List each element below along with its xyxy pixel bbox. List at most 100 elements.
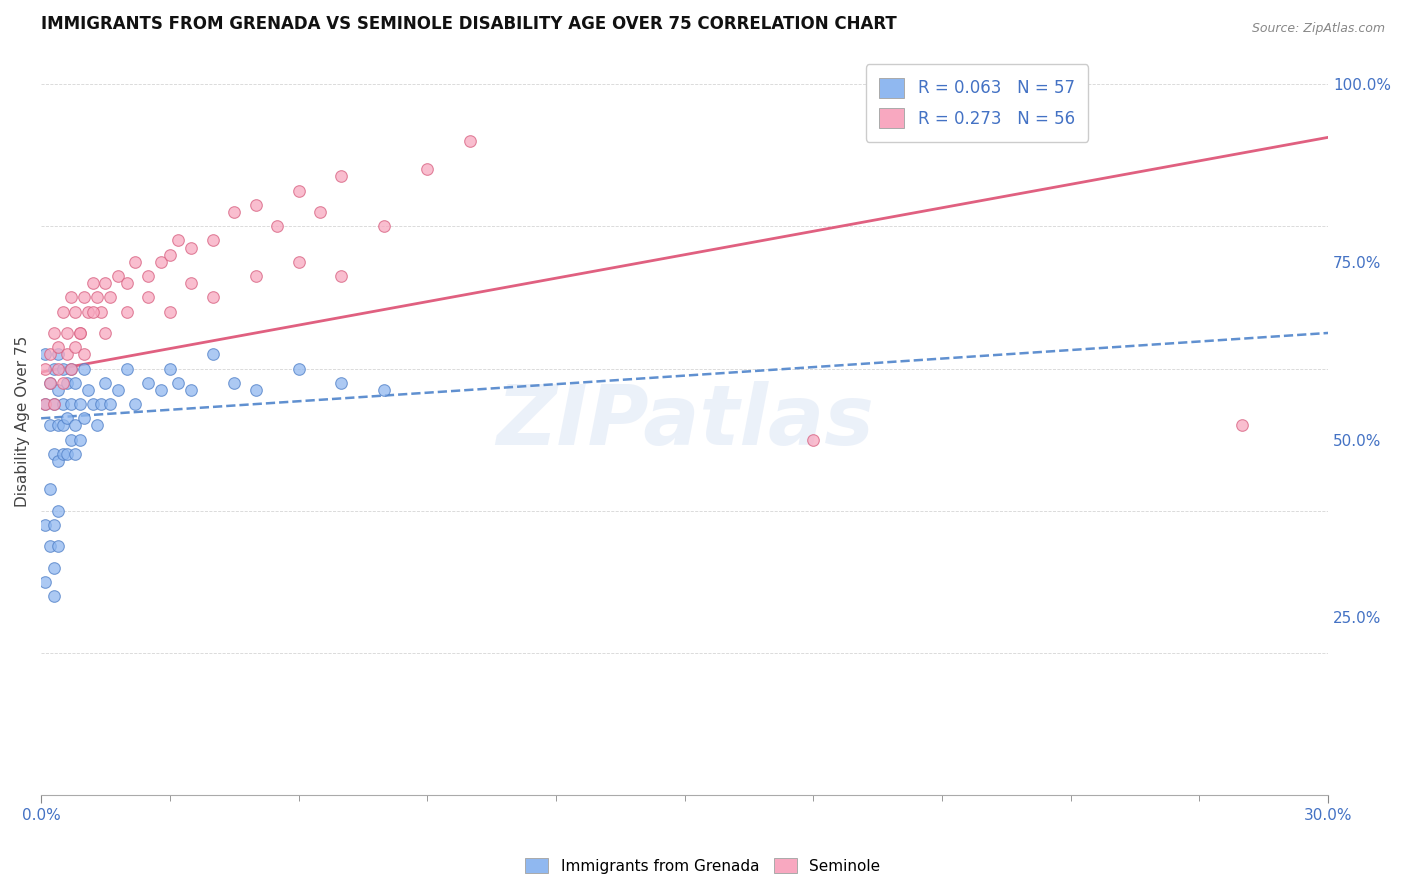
Point (330, 169, 353, 184)
Point (245, 198, 267, 212)
Point (42, 560, 65, 574)
Point (42, 518, 65, 533)
Point (69, 397, 91, 411)
Point (90, 304, 112, 318)
Point (60, 290, 83, 304)
Point (82, 397, 104, 411)
Point (46, 418, 69, 433)
Point (65, 376, 87, 390)
Point (69, 326, 91, 340)
Point (56, 411, 79, 425)
Point (46, 504, 69, 518)
Point (330, 268, 353, 283)
Point (245, 383, 267, 397)
Point (287, 361, 309, 376)
Point (73, 290, 96, 304)
Point (167, 376, 190, 390)
Point (309, 205, 332, 219)
Point (51, 376, 73, 390)
Point (245, 268, 267, 283)
Point (51, 304, 73, 318)
Point (42, 361, 65, 376)
Point (201, 347, 224, 361)
Point (98, 290, 121, 304)
Point (42, 326, 65, 340)
Point (56, 326, 79, 340)
Point (38, 539, 60, 553)
Point (46, 361, 69, 376)
Point (38, 418, 60, 433)
Point (34, 574, 56, 589)
Point (60, 361, 83, 376)
Point (34, 347, 56, 361)
Point (69, 433, 91, 447)
Point (38, 483, 60, 497)
Point (98, 397, 121, 411)
Point (86, 290, 108, 304)
Point (56, 376, 79, 390)
Point (94, 326, 117, 340)
Point (107, 268, 129, 283)
Point (65, 447, 87, 461)
Point (51, 397, 73, 411)
Point (51, 361, 73, 376)
Point (138, 376, 160, 390)
Text: ZIPatlas: ZIPatlas (496, 382, 873, 462)
Point (94, 376, 117, 390)
Point (56, 347, 79, 361)
Point (38, 376, 60, 390)
Point (60, 361, 83, 376)
Point (82, 304, 104, 318)
Point (82, 276, 104, 290)
Point (56, 447, 79, 461)
Point (224, 376, 246, 390)
Point (65, 304, 87, 318)
Point (77, 383, 100, 397)
Point (266, 219, 288, 234)
Point (46, 340, 69, 354)
Point (34, 361, 56, 376)
Point (73, 347, 96, 361)
Point (65, 340, 87, 354)
Point (115, 361, 138, 376)
Point (69, 326, 91, 340)
Point (73, 411, 96, 425)
Point (60, 433, 83, 447)
Point (73, 361, 96, 376)
Point (34, 397, 56, 411)
Y-axis label: Disability Age Over 75: Disability Age Over 75 (15, 336, 30, 508)
Point (46, 347, 69, 361)
Point (51, 418, 73, 433)
Point (42, 447, 65, 461)
Point (458, 134, 481, 148)
Text: IMMIGRANTS FROM GRENADA VS SEMINOLE DISABILITY AGE OVER 75 CORRELATION CHART: IMMIGRANTS FROM GRENADA VS SEMINOLE DISA… (41, 15, 897, 33)
Point (159, 361, 181, 376)
Point (38, 376, 60, 390)
Point (77, 304, 100, 318)
Point (224, 205, 246, 219)
Point (60, 397, 83, 411)
Point (115, 304, 138, 318)
Text: Source: ZipAtlas.com: Source: ZipAtlas.com (1251, 22, 1385, 36)
Point (46, 539, 69, 553)
Point (138, 268, 160, 283)
Point (124, 255, 146, 269)
Legend: Immigrants from Grenada, Seminole: Immigrants from Grenada, Seminole (519, 852, 887, 880)
Point (180, 276, 202, 290)
Point (159, 304, 181, 318)
Point (46, 454, 69, 468)
Point (42, 397, 65, 411)
Point (150, 383, 173, 397)
Point (287, 255, 309, 269)
Point (201, 290, 224, 304)
Point (416, 162, 439, 177)
Point (1232, 418, 1254, 433)
Point (94, 276, 117, 290)
Point (167, 234, 190, 248)
Point (150, 255, 173, 269)
Point (373, 219, 395, 234)
Point (801, 433, 824, 447)
Point (124, 397, 146, 411)
Point (107, 383, 129, 397)
Point (90, 397, 112, 411)
